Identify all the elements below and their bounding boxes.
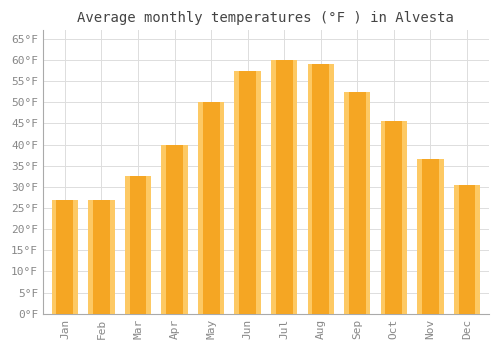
Bar: [439, 159, 444, 314]
Bar: [271, 60, 276, 314]
Bar: [234, 71, 239, 314]
Bar: [402, 121, 407, 314]
Bar: [52, 199, 57, 314]
Bar: [74, 199, 78, 314]
Bar: [146, 176, 151, 314]
Bar: [417, 159, 422, 314]
Bar: [183, 145, 188, 314]
Bar: [88, 199, 115, 314]
Bar: [52, 199, 78, 314]
Bar: [366, 92, 370, 314]
Bar: [198, 102, 224, 314]
Bar: [220, 102, 224, 314]
Title: Average monthly temperatures (°F ) in Alvesta: Average monthly temperatures (°F ) in Al…: [78, 11, 454, 25]
Bar: [329, 64, 334, 314]
Bar: [198, 102, 202, 314]
Bar: [292, 60, 298, 314]
Bar: [380, 121, 407, 314]
Bar: [234, 71, 261, 314]
Bar: [125, 176, 151, 314]
Bar: [344, 92, 370, 314]
Bar: [380, 121, 386, 314]
Bar: [308, 64, 334, 314]
Bar: [417, 159, 444, 314]
Bar: [454, 185, 458, 314]
Bar: [308, 64, 312, 314]
Bar: [162, 145, 188, 314]
Bar: [256, 71, 261, 314]
Bar: [110, 199, 114, 314]
Bar: [476, 185, 480, 314]
Bar: [88, 199, 93, 314]
Bar: [454, 185, 480, 314]
Bar: [162, 145, 166, 314]
Bar: [344, 92, 349, 314]
Bar: [271, 60, 297, 314]
Bar: [125, 176, 130, 314]
